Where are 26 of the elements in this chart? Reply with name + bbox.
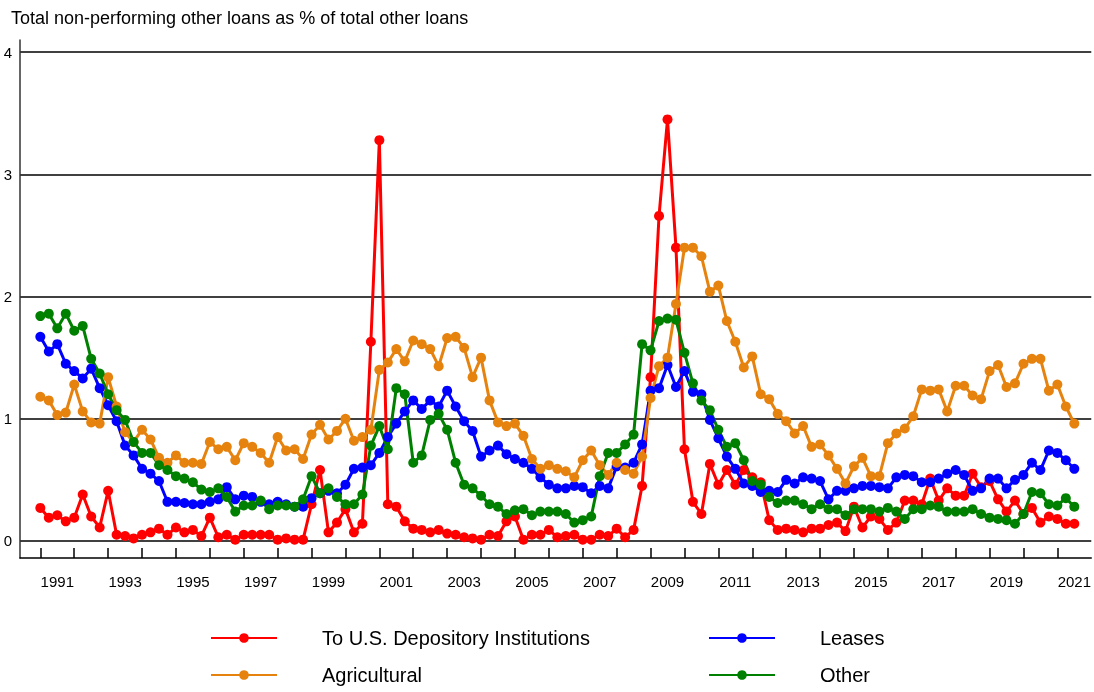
x-tick-label: 1995 xyxy=(176,573,210,590)
legend-label: Leases xyxy=(820,627,885,649)
chart-title: Total non-performing other loans as % of total other loans xyxy=(11,8,469,28)
legend-label: To U.S. Depository Institutions xyxy=(322,627,590,649)
x-tick-label: 2007 xyxy=(583,573,617,590)
x-tick-label: 1997 xyxy=(244,573,278,590)
x-tick-label: 1999 xyxy=(311,573,346,590)
y-tick-label: 3 xyxy=(3,165,12,183)
y-tick-label: 0 xyxy=(3,532,12,550)
x-tick-label: 2013 xyxy=(786,573,820,590)
x-tick-label: 2005 xyxy=(515,573,549,590)
x-tick-label: 2001 xyxy=(379,573,413,590)
x-tick-label: 2019 xyxy=(989,573,1024,590)
y-tick-label: 4 xyxy=(3,43,12,61)
x-tick-label: 1993 xyxy=(108,573,142,590)
x-tick-label: 2003 xyxy=(447,573,481,590)
y-tick-label: 2 xyxy=(3,288,12,306)
x-tick-label: 2015 xyxy=(854,573,888,590)
x-tick-label: 2011 xyxy=(719,573,752,590)
x-tick-label: 2009 xyxy=(650,573,685,590)
x-tick-label: 1991 xyxy=(40,573,74,590)
x-tick-label: 2021 xyxy=(1057,573,1091,590)
y-tick-label: 1 xyxy=(3,410,12,428)
x-tick-label: 2017 xyxy=(922,573,956,590)
legend-label: Other xyxy=(820,664,871,686)
legend-label: Agricultural xyxy=(322,664,423,686)
